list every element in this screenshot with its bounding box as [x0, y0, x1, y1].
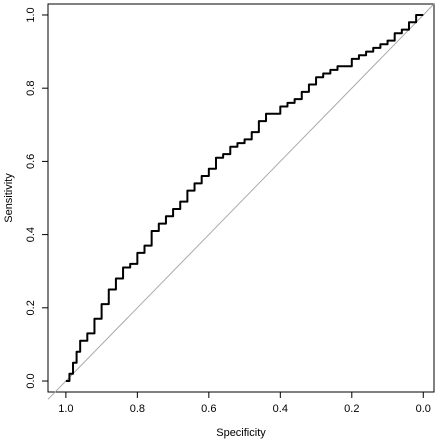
y-tick-label: 1.0 — [25, 7, 37, 22]
y-axis-title: Sensitivity — [3, 173, 15, 223]
y-tick-label: 0.2 — [25, 300, 37, 315]
x-tick-label: 0.8 — [130, 403, 145, 415]
x-tick-label: 1.0 — [58, 403, 73, 415]
plot-frame — [47, 3, 435, 393]
y-tick-label: 0.8 — [25, 81, 37, 96]
roc-curve — [65, 13, 424, 383]
x-axis: 1.0 0.8 0.6 0.4 0.2 0.0 — [58, 392, 431, 415]
x-tick-label: 0.6 — [201, 403, 216, 415]
x-axis-title: Specificity — [216, 427, 266, 439]
reference-diagonal-line — [47, 3, 435, 400]
x-tick-label: 0.0 — [416, 403, 431, 415]
y-tick-label: 0.6 — [25, 154, 37, 169]
x-tick-label: 0.2 — [344, 403, 359, 415]
y-tick-label: 0.4 — [25, 227, 37, 242]
y-axis: 0.0 0.2 0.4 0.6 0.8 1.0 — [25, 7, 48, 389]
x-tick-label: 0.4 — [273, 403, 288, 415]
y-tick-label: 0.0 — [25, 373, 37, 388]
